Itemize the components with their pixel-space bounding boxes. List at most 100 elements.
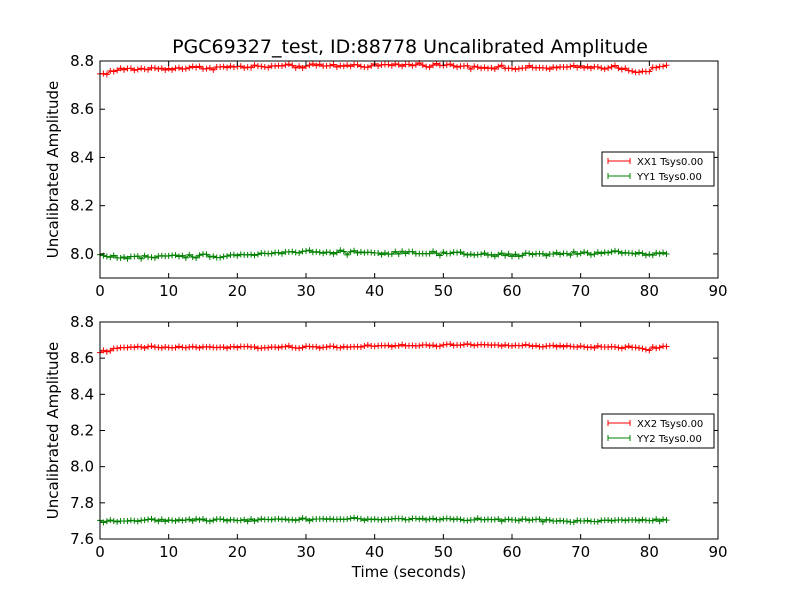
data-point [169,66,176,73]
data-point [457,516,464,523]
data-point [237,517,244,524]
data-point [299,344,306,351]
data-point [189,343,196,350]
data-point [220,253,227,260]
data-point [320,515,327,522]
data-point [395,250,402,257]
data-point [392,248,399,255]
data-point [306,517,313,524]
data-point [278,63,285,70]
data-point [344,251,351,258]
data-point [646,68,653,75]
data-point [282,62,289,69]
data-point [169,517,176,524]
series-xx1-tsys0.00 [97,59,670,78]
data-point [629,250,636,257]
data-point [618,66,625,73]
data-point [296,516,303,523]
data-point [371,343,378,350]
data-point [618,345,625,352]
data-point [653,345,660,352]
x-tick-label: 50 [434,543,453,561]
data-point [577,250,584,257]
data-point [357,63,364,70]
data-point [553,249,560,256]
data-point [605,517,612,524]
data-point [124,518,131,525]
data-point [241,64,248,71]
y-tick-label: 8.4 [70,148,94,166]
data-point [138,343,145,350]
data-point [649,343,656,350]
data-point [495,251,502,258]
data-point [206,343,213,350]
data-point [632,251,639,258]
x-tick-label: 0 [95,543,105,561]
data-point [491,516,498,523]
data-point [454,64,461,71]
data-point [471,516,478,523]
data-point [234,344,241,351]
data-point [251,518,258,525]
legend-label: XX2 Tsys0.00 [637,419,703,430]
data-point [406,516,412,523]
data-point [436,516,443,523]
data-point [587,251,594,258]
data-point [206,518,213,525]
legend: XX1 Tsys0.00 YY1 Tsys0.00 [601,151,715,187]
data-point [560,343,567,350]
data-point [509,342,515,349]
data-point [522,64,529,71]
data-point [636,69,643,76]
data-point [550,342,557,349]
data-point [484,252,491,259]
data-point [224,253,231,260]
data-point [378,251,385,258]
data-point [608,248,615,255]
data-point [522,341,529,348]
data-point [316,61,323,68]
data-point [285,342,292,349]
data-point [323,344,330,351]
series-xx2-tsys0.00 [97,340,670,356]
data-point [636,345,643,352]
data-point [488,64,495,71]
data-point [296,63,303,70]
data-point [134,343,141,350]
data-point [430,515,437,522]
data-point [474,64,481,71]
data-point [491,65,498,72]
data-point [409,62,416,69]
x-tick-label: 0 [95,282,105,300]
data-point [148,343,155,350]
data-point [158,516,165,523]
data-point [388,251,395,258]
data-point [230,251,237,258]
data-point [636,249,643,256]
data-point [526,342,533,349]
data-point [632,516,639,523]
data-point [464,252,471,259]
data-point [612,62,618,69]
data-point [594,64,601,71]
data-point [254,251,261,258]
y-tick-label: 8.0 [70,458,94,476]
data-point [175,64,182,71]
data-point [478,251,485,258]
bottom-panel: 0 10 20 30 40 50 60 70 80 90 7.6 7.8 8.0 8.2 8.4 8.6 8.8… [44,313,728,581]
data-point [296,345,303,352]
data-point [471,252,478,259]
data-point [282,343,289,350]
data-point [337,62,344,69]
data-point [375,249,382,256]
data-point [344,62,351,69]
data-point [653,516,660,523]
data-point [258,63,265,70]
data-point [265,344,272,351]
data-point [488,251,495,258]
data-point [460,341,467,348]
data-point [505,516,512,523]
data-point [275,249,282,256]
data-point [182,254,189,261]
